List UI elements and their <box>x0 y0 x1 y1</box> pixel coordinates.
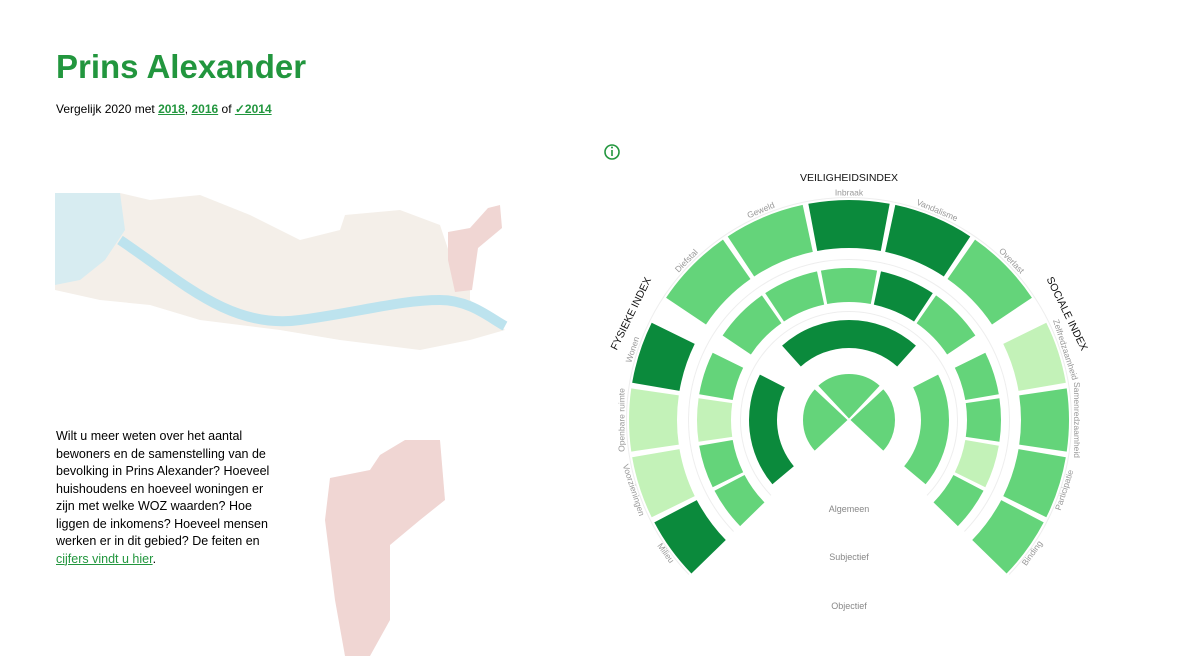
ring-label: Subjectief <box>829 552 869 562</box>
index-title: SOCIALE INDEX <box>1044 275 1090 353</box>
info-icon[interactable] <box>604 144 620 160</box>
ring-label: Algemeen <box>829 504 870 514</box>
segment-label: Vandalisme <box>915 197 959 223</box>
map <box>55 193 508 656</box>
core-wedge <box>847 386 897 454</box>
subjective-segment <box>722 295 782 355</box>
objective-segment <box>1003 449 1066 518</box>
guide-arc <box>688 259 1010 532</box>
segment-label: Voorzieningen <box>621 463 647 518</box>
segment-label: Zelfredzaamheid <box>1051 318 1080 382</box>
objective-segment <box>632 449 695 518</box>
core-wedge <box>815 372 883 422</box>
objective-segment <box>632 322 695 391</box>
title: Prins Alexander <box>56 48 307 85</box>
info-text: Wilt u meer weten over het aantal bewone… <box>56 428 281 568</box>
segment-label: Geweld <box>746 200 777 220</box>
general-arc <box>782 319 916 367</box>
subjective-segment <box>954 352 999 401</box>
guide-arc <box>740 311 958 496</box>
subjective-segment <box>916 295 976 355</box>
segment-label: Overlast <box>997 246 1027 276</box>
subjective-segment <box>820 268 878 305</box>
compare-link[interactable]: 2018 <box>158 102 185 116</box>
separator: of <box>221 102 232 116</box>
general-arc <box>749 374 794 485</box>
district <box>448 205 502 292</box>
objective-segment <box>808 199 890 251</box>
segment-label: Openbare ruimte <box>616 388 626 452</box>
subjective-segment <box>699 439 744 488</box>
subjective-segment <box>965 398 1001 442</box>
objective-segment <box>885 204 971 277</box>
objective-segment <box>727 204 813 277</box>
segment-label: Wonen <box>624 335 642 364</box>
general-arc <box>904 374 949 485</box>
period: . <box>152 551 157 566</box>
harbour <box>55 193 125 285</box>
compare-link[interactable]: 2016 <box>191 102 219 116</box>
subjective-segment <box>696 398 733 442</box>
subjective-segment <box>954 439 999 488</box>
guide-arc <box>626 196 1072 575</box>
index-title: FYSIEKE INDEX <box>609 276 655 353</box>
subjective-segment <box>699 352 744 401</box>
segment-label: Diefstal <box>673 247 700 274</box>
objective-segment <box>628 388 679 452</box>
compare: Vergelijk 2020 met 2018, 2016 of ✓2014 <box>56 102 272 116</box>
core-wedge <box>801 386 851 454</box>
info-link[interactable]: cijfers vindt u hier <box>56 551 153 566</box>
subjective-segment <box>933 474 984 527</box>
compare-prefix: Vergelijk 2020 met <box>56 102 155 116</box>
paragraph: Wilt u meer weten over het aantal bewone… <box>56 429 270 548</box>
ring-label: Objectief <box>831 601 867 611</box>
segment-label: Milieu <box>655 541 676 565</box>
district-map <box>325 440 445 656</box>
subjective-segment <box>714 474 765 527</box>
index-title: VEILIGHEIDSINDEX <box>800 172 898 184</box>
objective-segment <box>654 500 726 574</box>
land <box>55 193 505 350</box>
segment-label: Samenredzaamheid <box>1072 382 1082 458</box>
objective-segment <box>947 239 1032 325</box>
subjective-segment <box>873 271 933 322</box>
separator: , <box>184 102 189 116</box>
segment-label: Binding <box>1020 538 1045 567</box>
river <box>117 235 508 331</box>
subjective-segment <box>765 271 825 322</box>
objective-segment <box>972 500 1044 574</box>
compare-link[interactable]: ✓2014 <box>234 102 272 116</box>
segment-label: Inbraak <box>835 187 864 197</box>
objective-segment <box>666 239 751 325</box>
segment-label: Participatie <box>1053 468 1076 511</box>
objective-segment <box>1019 388 1069 452</box>
objective-segment <box>1003 322 1066 391</box>
